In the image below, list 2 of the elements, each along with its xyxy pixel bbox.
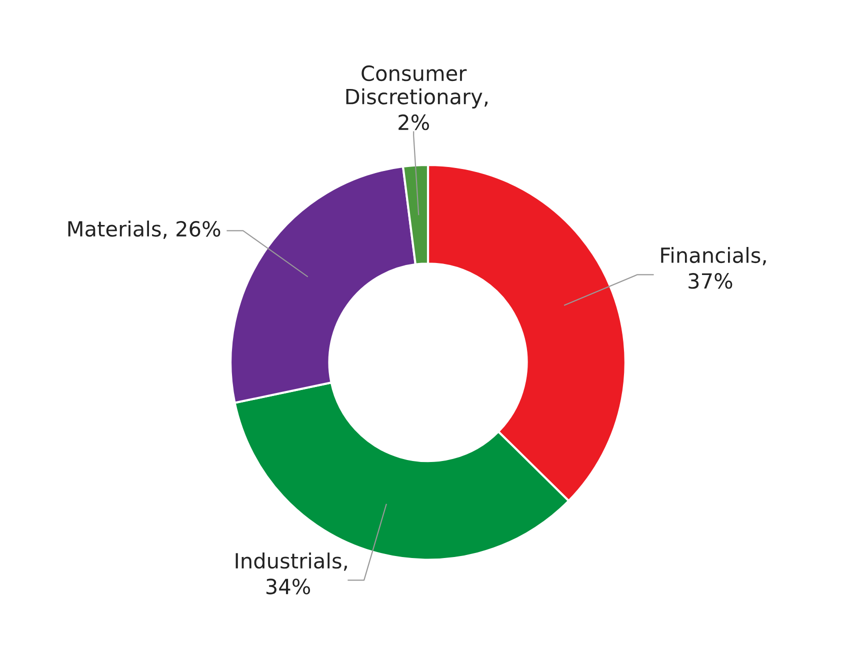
data-label: , 26%: [163, 220, 220, 239]
slice-label: Materials: [68, 220, 161, 237]
